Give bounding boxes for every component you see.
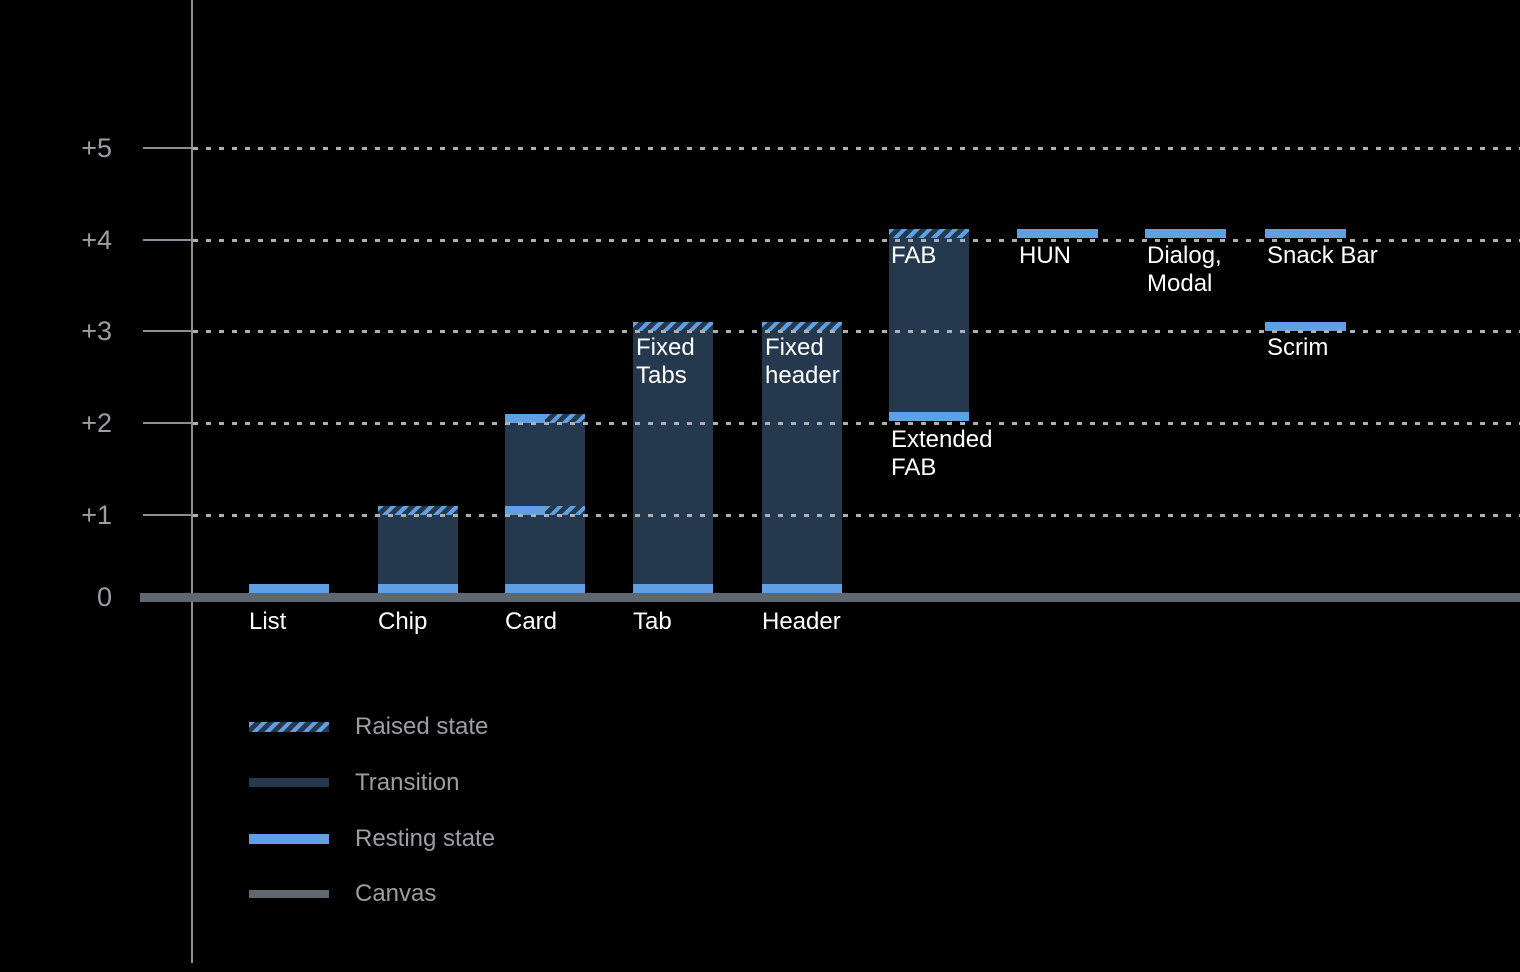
tick-label-0: 0 [96,582,112,612]
list-bar-resting-segment [249,584,329,593]
card-bar-resting-strip [505,414,545,423]
y-axis-line [191,0,193,963]
scrim-bar-resting-segment [1265,322,1346,331]
legend-label-transition: Transition [355,768,460,796]
legend-swatch-resting [249,834,329,844]
tick-line-+2 [143,422,193,424]
card-bar-resting-strip [505,506,545,515]
tab-bar-raised-segment [633,322,713,331]
gridline [193,514,1520,517]
tab-bar [633,0,713,972]
legend-swatch-transition [249,778,329,787]
tick-line-+4 [143,239,193,241]
hun-bar-resting-segment [1017,229,1098,238]
header-bar-transition-segment [762,331,842,584]
header-bar-raised-segment [762,322,842,331]
tick-line-+3 [143,330,193,332]
gridline [193,330,1520,333]
dialog-modal-bar-resting-segment [1145,229,1226,238]
card-bar-transition-segment [505,515,585,584]
tick-label-+3: +3 [81,316,112,346]
fixed-tabs-label: Fixed Tabs [636,334,695,389]
canvas-baseline [140,593,1520,602]
hun-label: HUN [1019,242,1071,269]
legend-label-canvas: Canvas [355,880,437,907]
fixed-header-label: Fixed header [765,334,840,389]
dialog-modal-bar [1145,0,1226,972]
tick-line-+5 [143,147,193,149]
chip-bar-transition-segment [378,515,458,584]
extended-fab-label: Extended FAB [891,426,993,481]
snack-bar-label: Snack Bar [1267,242,1378,269]
tick-label-+2: +2 [81,408,112,438]
tab-bar-transition-segment [633,331,713,584]
chip-label: Chip [378,608,428,635]
card-bar-resting-segment [505,584,585,593]
card-bar-raised-strip [545,414,585,423]
scrim-label: Scrim [1267,334,1329,361]
fab-label: FAB [891,242,937,269]
tick-label-+5: +5 [81,133,112,163]
chip-bar [378,0,458,972]
hun-bar [1017,0,1098,972]
card-bar-raised-strip [545,506,585,515]
card-label: Card [505,608,558,635]
legend-swatch-raised [249,722,329,732]
dialog-modal-label: Dialog, Modal [1147,242,1222,297]
legend-label-resting: Resting state [355,825,496,852]
legend-swatch-canvas [249,890,329,898]
scrim-bar [1265,0,1346,972]
tab-bar-resting-segment [633,584,713,593]
list-label: List [249,608,287,635]
chip-bar-raised-segment [378,506,458,515]
tick-line-+1 [143,514,193,516]
chip-bar-resting-segment [378,584,458,593]
extended-fab-bar-raised-segment [889,229,969,238]
header-label: Header [762,608,841,635]
gridline [193,422,1520,425]
extended-fab-bar-transition-segment [889,238,969,412]
extended-fab-bar-resting-segment [889,412,969,421]
gridline [193,239,1520,242]
snack-bar-bar [1265,0,1346,972]
extended-fab-bar [889,0,969,972]
tab-label: Tab [633,608,672,635]
snack-bar-bar-resting-segment [1265,229,1346,238]
tick-label-+1: +1 [81,500,112,530]
tick-label-+4: +4 [81,225,112,255]
legend-label-raised: Raised state [355,713,489,740]
gridline [193,147,1520,150]
list-bar [249,0,329,972]
header-bar [762,0,842,972]
card-bar-transition-segment [505,423,585,506]
header-bar-resting-segment [762,584,842,593]
card-bar [505,0,585,972]
